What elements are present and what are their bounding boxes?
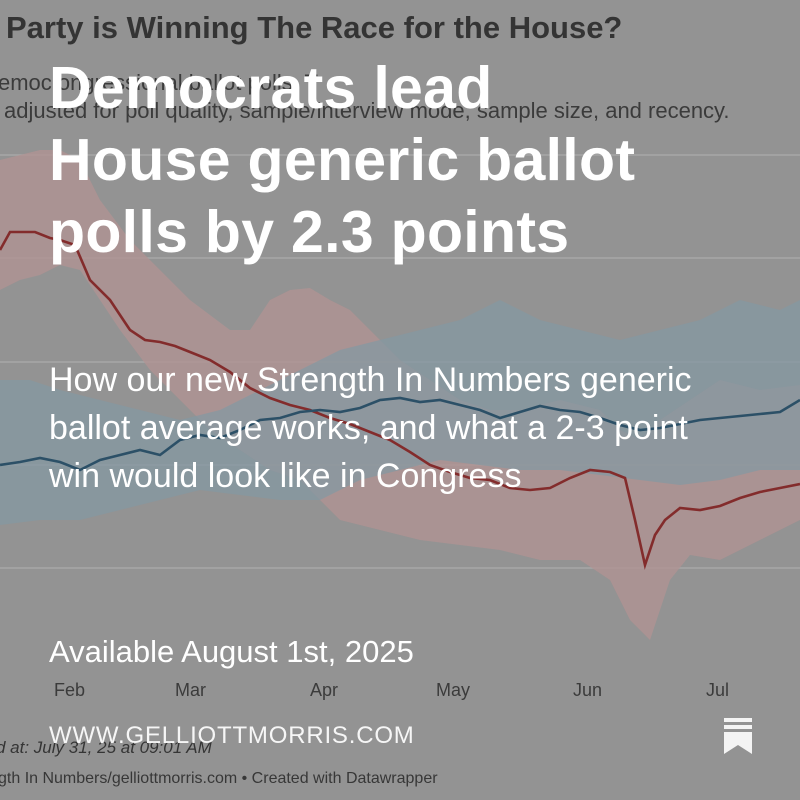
month-label: Mar <box>175 680 206 700</box>
month-label: Jul <box>706 680 730 700</box>
headline: Democrats lead House generic ballot poll… <box>49 55 636 265</box>
chart-updated-note: d at: July 31, 25 at 09:01 AM <box>0 738 212 757</box>
dem-band <box>0 300 800 525</box>
chart-subtitle-line2: adjusted for poll quality, sample/interv… <box>4 98 730 123</box>
availability-date: Available August 1st, 2025 <box>49 634 414 669</box>
month-label: May <box>436 680 471 700</box>
site-domain[interactable]: WWW.GELLIOTTMORRIS.COM <box>49 722 415 749</box>
chart-credit: gth In Numbers/gelliottmorris.com • Crea… <box>0 770 438 787</box>
chart-subtitle-line1: emoc ongressional ballot polls. T <box>0 70 318 95</box>
rep-line <box>0 230 800 570</box>
month-label: Apr <box>310 680 339 700</box>
bookmark-icon[interactable] <box>722 718 754 754</box>
chart-title: Party is Winning The Race for the House? <box>6 10 623 45</box>
month-label: Jun <box>573 680 603 700</box>
month-label: Feb <box>54 680 86 700</box>
dem-line <box>0 396 800 472</box>
subheadline: How our new Strength In Numbers generic … <box>49 361 692 495</box>
